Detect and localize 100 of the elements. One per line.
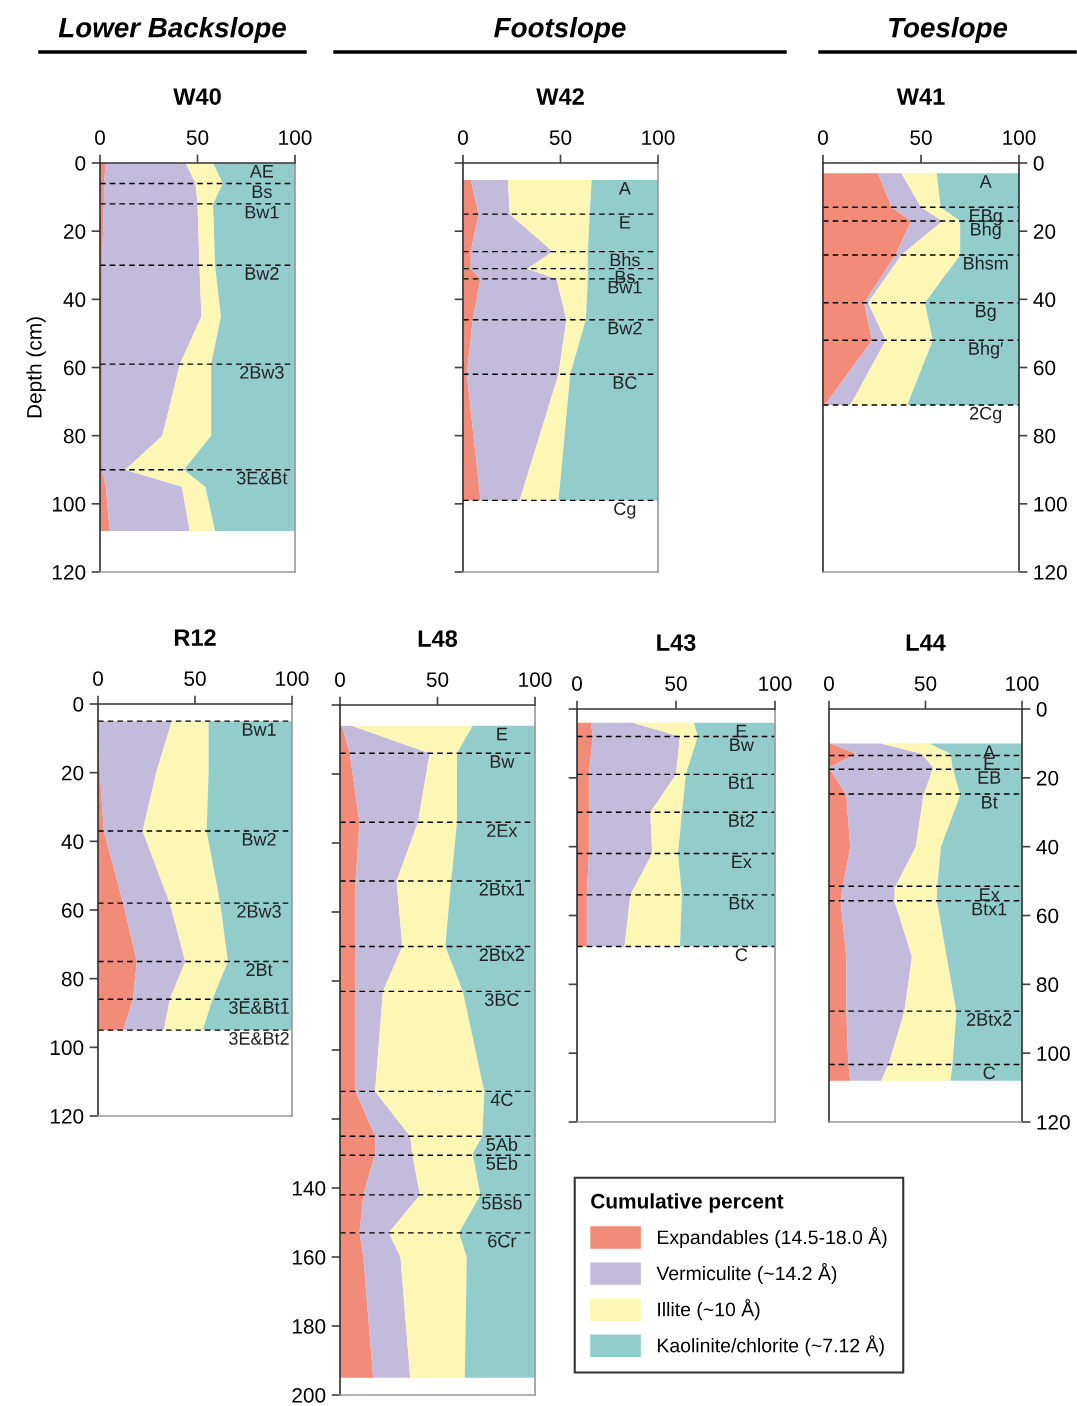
legend-label: Kaolinite/chlorite (~7.12 Å) [657,1335,884,1357]
ref-line-label: Bt [982,796,998,809]
ref-line-label: Bt2 [729,814,754,827]
y-tick-label: 0 [1033,156,1044,171]
ref-line-label: Bt1 [729,776,755,790]
y-tick-label: 0 [75,156,86,171]
x-tick-label: 100 [279,130,312,145]
ref-line-label: C [735,948,748,962]
y-tick-label: 120 [1037,1115,1070,1130]
chart-title: W40 [173,88,221,105]
x-tick-label: 50 [910,130,932,145]
ref-line-label: Bhg′ [969,341,1004,359]
legend-label: Illite (~10 Å) [658,1299,760,1321]
chart-subtitle: Footslope [494,17,626,43]
ref-line-label: 3E&Bt1 [229,1001,289,1014]
ref-line-label: Bw [490,755,515,768]
x-tick-label: 0 [93,671,103,686]
ref-line-label: 4C [490,1093,513,1107]
legend-title: Cumulative percent [591,1193,784,1213]
annotation: A [618,182,631,195]
ref-line-label: Btx1 [972,902,1007,916]
x-tick-label: 0 [458,130,468,145]
ref-line-label: Bhsm [964,256,1008,270]
y-tick-label: 80 [1033,428,1056,444]
ref-line-label: E [984,757,995,770]
x-tick-label: 0 [95,130,105,145]
x-tick-label: 100 [1003,130,1036,145]
ref-line-label: 5Bsb [482,1196,522,1210]
y-tick-label: 100 [50,1040,84,1056]
y-tick-label: 80 [1036,977,1059,993]
annotation: A [979,175,992,188]
x-tick-label: 0 [335,672,345,687]
ref-line-label: BC [613,376,637,389]
chart-title: L44 [906,634,946,651]
x-tick-label: 50 [186,130,209,145]
y-tick-label: 60 [62,903,84,918]
chart-title: R12 [174,629,216,646]
ref-line-label: Bw [730,738,754,752]
x-tick-label: 100 [642,130,675,145]
y-tick-label: 120 [52,565,86,580]
x-tick-label: 50 [665,676,687,691]
annotation: AE [249,165,274,178]
chart-title: W42 [536,88,584,105]
y-tick-label: 0 [1036,702,1047,717]
chart-title: L48 [418,630,458,647]
ref-line-label: Bw1 [242,723,276,736]
chart-title: L43 [657,634,696,651]
ref-line-label: Bw2 [245,267,279,280]
annotation: E [736,724,747,738]
ref-line-label: EB [978,771,1001,784]
ref-line-label: 2Btx2 [479,948,525,962]
x-tick-label: 100 [759,676,792,691]
annotation: A [983,745,996,758]
ref-line-label: 3BC [484,993,519,1006]
ref-line-label: Bg [976,304,996,321]
x-tick-label: 50 [184,671,206,686]
chart-title: W41 [896,88,945,105]
x-tick-label: 50 [549,130,572,145]
y-tick-label: 60 [64,360,86,376]
x-tick-label: 50 [426,672,449,687]
x-tick-label: 100 [519,672,552,687]
y-tick-label: 20 [1033,224,1056,239]
y-tick-label: 80 [61,971,84,987]
y-tick-label: 180 [292,1319,326,1334]
x-tick-label: 100 [276,671,309,686]
y-tick-label: 120 [1034,565,1067,580]
annotation: E [497,727,508,741]
ref-line-label: Btx [729,896,755,910]
ref-line-label: 5Eb [486,1156,518,1170]
y-tick-label: 20 [63,224,86,239]
ref-line-label: Bhs [610,253,640,267]
y-tick-label: 60 [1036,908,1059,924]
ref-line-label: 5Ab [486,1137,518,1151]
y-tick-label: 40 [1036,839,1059,855]
ref-line-label: Bw2 [242,832,276,846]
ref-line-label: 2Bw3 [240,365,284,379]
ref-line-label: Bw1 [245,205,279,219]
ref-line-label: 2Bt [246,963,273,977]
ref-line-label: 2Cg [970,406,1002,424]
ref-line-label: 2Ex [487,824,518,837]
y-tick-label: 200 [292,1388,326,1403]
chart-subtitle: Toeslope [889,17,1008,43]
ref-line-label: Bw2 [608,321,642,335]
x-tick-label: 0 [818,130,828,145]
y-tick-label: 100 [52,496,86,512]
y-tick-label: 20 [61,765,84,781]
chart-subtitle: Lower Backslope [58,17,286,43]
y-tick-label: 20 [1036,770,1059,786]
ref-line-label: 2Bw3 [237,905,281,918]
ref-line-label: E [620,216,631,229]
y-tick-label: 40 [61,834,84,850]
x-tick-label: 0 [572,676,582,691]
ref-line-label: 3E&Bt2 [229,1032,289,1045]
y-tick-label: 140 [292,1181,326,1196]
y-tick-label: 120 [50,1109,84,1124]
y-tick-label: 100 [1037,1046,1070,1061]
y-tick-label: 40 [63,292,86,308]
y-tick-label: 40 [1033,292,1056,308]
y-tick-label: 0 [73,697,84,712]
y-axis-title: Depth (cm) [26,317,46,418]
